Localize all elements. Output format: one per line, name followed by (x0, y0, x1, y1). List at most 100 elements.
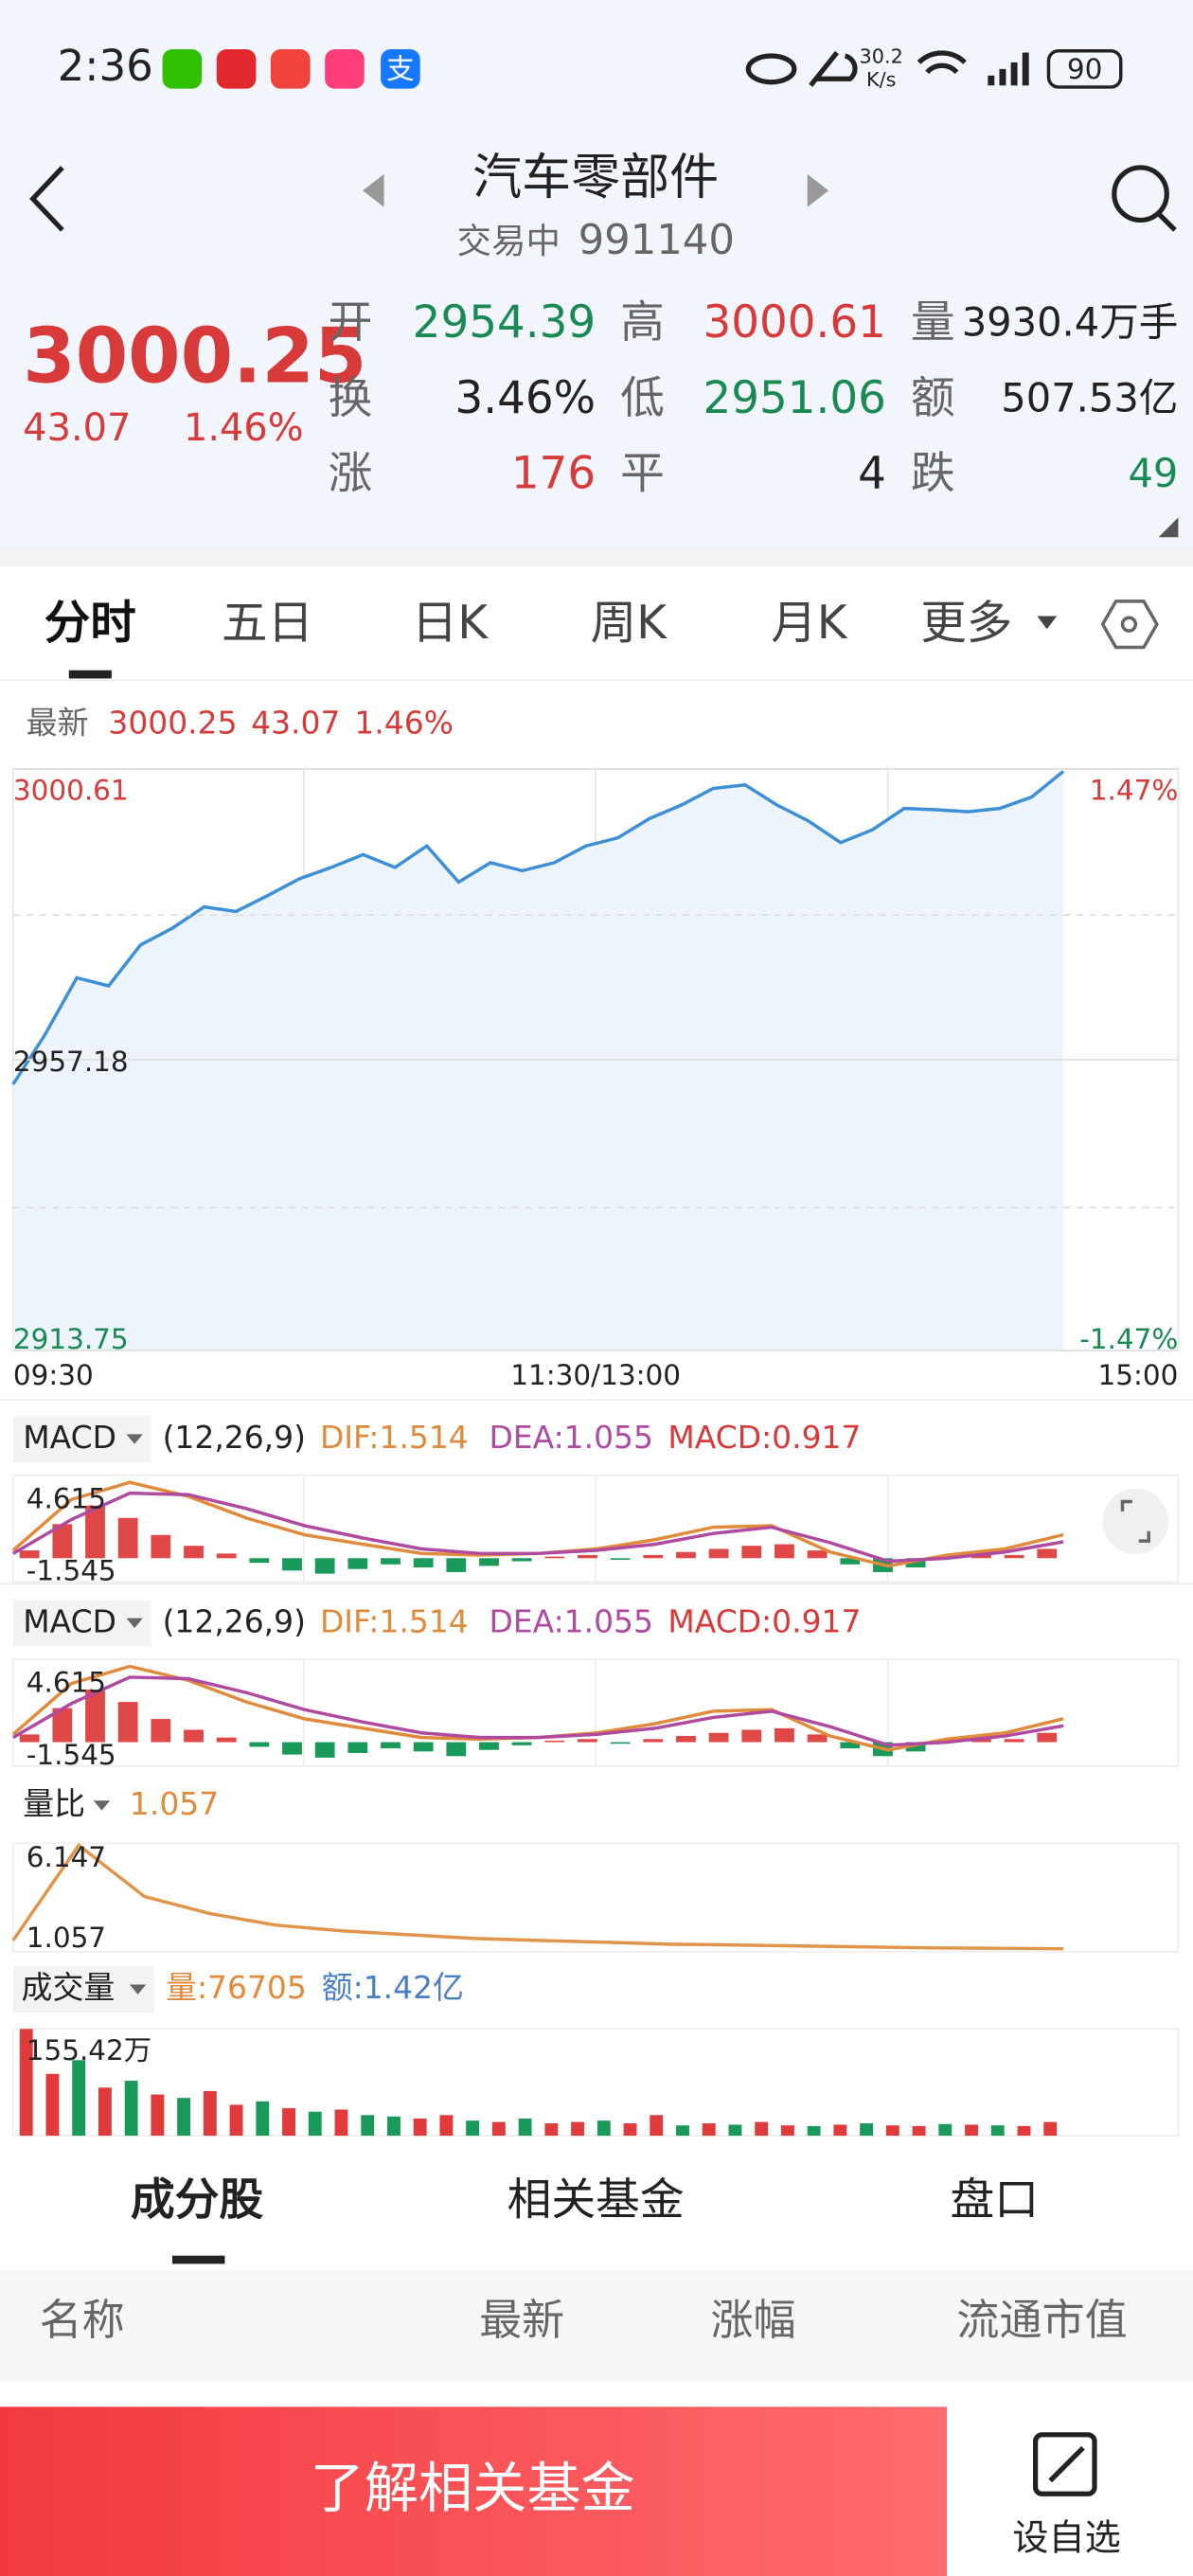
dif-label: DIF:1.514 (320, 1602, 469, 1639)
volume-ratio-panel: 量比 1.057 6.147 1.057 (11, 1785, 1180, 1954)
volume-bar (544, 2123, 559, 2137)
y-tick-label: -1.545 (27, 1739, 116, 1771)
macd-bar (381, 1558, 401, 1565)
pct-tick-label: 1.47% (1090, 775, 1179, 807)
y-tick-label: 2913.75 (13, 1323, 129, 1355)
indicator-name: MACD (23, 1419, 116, 1456)
macd-bar (85, 1690, 105, 1743)
volume-bar (466, 2120, 480, 2137)
fullscreen-icon (1120, 1499, 1150, 1543)
fund-button-label: 了解相关基金 (311, 2458, 635, 2520)
price: 3000.25 (23, 313, 366, 401)
indicator-select[interactable] (12, 1600, 151, 1647)
macd-bar (741, 1729, 762, 1743)
ratio-line (11, 1842, 1064, 1951)
signal-icon (988, 52, 1029, 86)
indicator-select[interactable] (12, 1416, 151, 1462)
amt-label: 额:1.42亿 (322, 1969, 464, 2006)
volume-bar (19, 2029, 33, 2137)
macd-bar (578, 1739, 597, 1743)
stat-label: 额 (911, 373, 955, 424)
volume-bar (650, 2115, 664, 2137)
macd-bar (905, 1742, 926, 1752)
dif-label: DIF:1.514 (320, 1419, 469, 1456)
macd-bar (282, 1558, 302, 1571)
macd-bar (85, 1505, 105, 1559)
volume-bar (990, 2125, 1005, 2137)
settings-button[interactable] (1100, 599, 1159, 650)
macd-bar (216, 1553, 237, 1559)
more-caret (1037, 616, 1058, 630)
stat-value: 4 (858, 449, 886, 500)
pct-tick-label: -1.47% (1079, 1323, 1178, 1355)
volume-bar (1017, 2125, 1031, 2137)
macd-bar (381, 1742, 401, 1749)
watch-label: 设自选 (1012, 2516, 1120, 2558)
macd-label: MACD:0.917 (668, 1419, 861, 1456)
tab[interactable]: 周K (591, 597, 668, 650)
macd-bar (347, 1558, 368, 1569)
tab[interactable]: 月K (771, 597, 847, 650)
battery (1046, 49, 1123, 89)
volume-bar (387, 2116, 401, 2137)
tab[interactable]: 盘口 (951, 2175, 1040, 2227)
macd-bar (578, 1555, 597, 1559)
dea-label: DEA:1.055 (489, 1419, 652, 1456)
price-area (12, 771, 1064, 1351)
macd-panel: MACD (12,26,9) DIF:1.514 DEA:1.055 MACD:0.91… (0, 1399, 1193, 1587)
volume-bar (439, 2115, 454, 2137)
trade-status: 交易中 (457, 221, 561, 261)
search-handle (1156, 211, 1177, 232)
time-label: 15:00 (1098, 1359, 1179, 1391)
dea-line (11, 1491, 1064, 1564)
macd-bar (479, 1742, 499, 1750)
volume-bar (151, 2094, 165, 2137)
indicator-select[interactable] (12, 1966, 154, 2012)
caret (93, 1800, 111, 1811)
app-icon (216, 49, 257, 89)
tab[interactable]: 更多 (920, 597, 1012, 650)
macd-bar (1004, 1555, 1024, 1559)
bottom-tabs: 成分股 相关基金 盘口 (131, 2175, 1039, 2227)
tab[interactable]: 成分股 (131, 2175, 264, 2227)
stat-value: 2954.39 (413, 297, 596, 349)
macd-bar (479, 1558, 499, 1566)
fund-button[interactable] (0, 2406, 948, 2576)
fullscreen-button[interactable] (1102, 1488, 1169, 1555)
volume-bar (807, 2125, 821, 2137)
macd-bar (19, 1734, 40, 1743)
stat-value: 2951.06 (703, 373, 885, 424)
column-label: 流通市值 (956, 2295, 1127, 2345)
stat-value: 507.53亿 (1001, 374, 1178, 420)
macd-bar (184, 1729, 204, 1743)
tab-indicator (171, 2255, 225, 2264)
caret (126, 1618, 143, 1629)
macd-bar (643, 1555, 664, 1559)
tab[interactable]: 日K (412, 597, 489, 650)
tab[interactable]: 五日 (222, 597, 313, 650)
macd-bar (282, 1742, 302, 1755)
macd-bar (249, 1742, 270, 1747)
tab[interactable]: 分时 (45, 597, 136, 650)
stat-label: 跌 (911, 449, 955, 500)
macd-bar (249, 1558, 270, 1564)
macd-bar (775, 1544, 794, 1559)
time-label: 09:30 (13, 1359, 94, 1391)
eye-icon (745, 53, 797, 85)
volume-bar (124, 2081, 138, 2137)
prev-button[interactable] (363, 173, 384, 207)
title: 汽车零部件 (472, 150, 719, 206)
y-tick-label: -1.545 (27, 1555, 116, 1587)
stat-value: 3.46% (455, 373, 596, 424)
settings-dot (1120, 616, 1138, 633)
volume-bar (45, 2073, 60, 2137)
search-button[interactable] (1112, 165, 1169, 224)
volume-bar (965, 2124, 978, 2137)
tab[interactable]: 相关基金 (507, 2175, 685, 2227)
next-button[interactable] (807, 173, 829, 207)
macd-bar (347, 1742, 368, 1753)
net-speed: 30.2 (860, 45, 903, 68)
stat-label: 换 (329, 373, 373, 424)
back-button[interactable] (29, 166, 64, 232)
macd-bar (314, 1742, 335, 1758)
